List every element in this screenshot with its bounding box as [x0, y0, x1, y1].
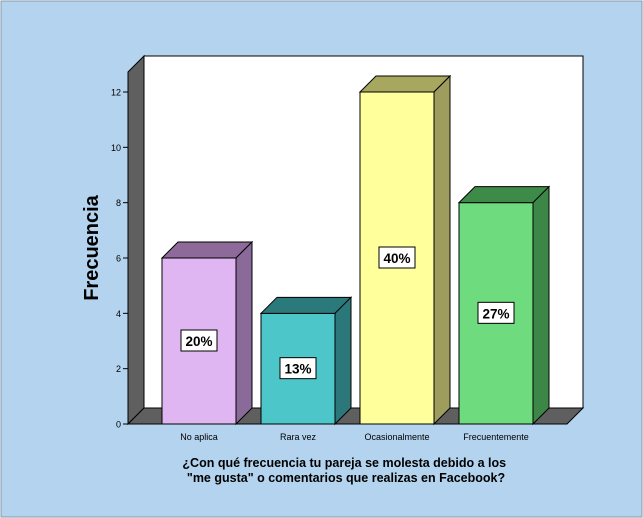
bar-group: 20%: [160, 240, 254, 426]
x-tick-label: No aplica: [180, 432, 218, 442]
data-label-box: [279, 357, 317, 380]
bar-side: [532, 185, 550, 426]
bar-group: 27%: [457, 185, 551, 426]
data-label: 20%: [185, 334, 212, 349]
x-tick-label: Frecuentemente: [463, 432, 529, 442]
data-label-box: [378, 246, 416, 269]
y-tick-label: 2: [116, 364, 121, 374]
y-tick-label: 8: [116, 198, 121, 208]
bar-group: 40%: [358, 74, 452, 426]
x-axis-title-line-2: "me gusta" o comentarios que realizas en…: [187, 471, 505, 485]
plot-side-wall: [127, 54, 145, 426]
y-axis: 0 2 4 6 8 10 12: [111, 88, 128, 430]
x-tick-label: Rara vez: [280, 432, 317, 442]
data-label: 13%: [284, 362, 311, 377]
y-tick-label: 10: [111, 143, 121, 153]
data-label-box: [180, 329, 218, 352]
data-label-box: [477, 301, 515, 324]
x-axis: No aplica Rara vez Ocasionalmente Frecuente…: [180, 432, 529, 442]
bar-group: 13%: [259, 296, 353, 426]
y-tick-label: 4: [116, 309, 121, 319]
bars: 20% 13% 40% 27%: [160, 74, 551, 426]
y-tick-label: 12: [111, 88, 121, 98]
bar-side: [433, 74, 451, 426]
y-tick-label: 0: [116, 420, 121, 430]
x-axis-title-line-1: ¿Con qué frecuencia tu pareja se molesta…: [182, 456, 506, 470]
y-tick-label: 6: [116, 254, 121, 264]
data-label: 27%: [482, 306, 509, 321]
x-axis-title: ¿Con qué frecuencia tu pareja se molesta…: [182, 456, 509, 485]
y-axis-title: Frecuencia: [81, 194, 103, 300]
data-label: 40%: [383, 251, 410, 266]
bar-side: [235, 240, 253, 426]
bar-side: [334, 296, 352, 426]
x-tick-label: Ocasionalmente: [364, 432, 429, 442]
